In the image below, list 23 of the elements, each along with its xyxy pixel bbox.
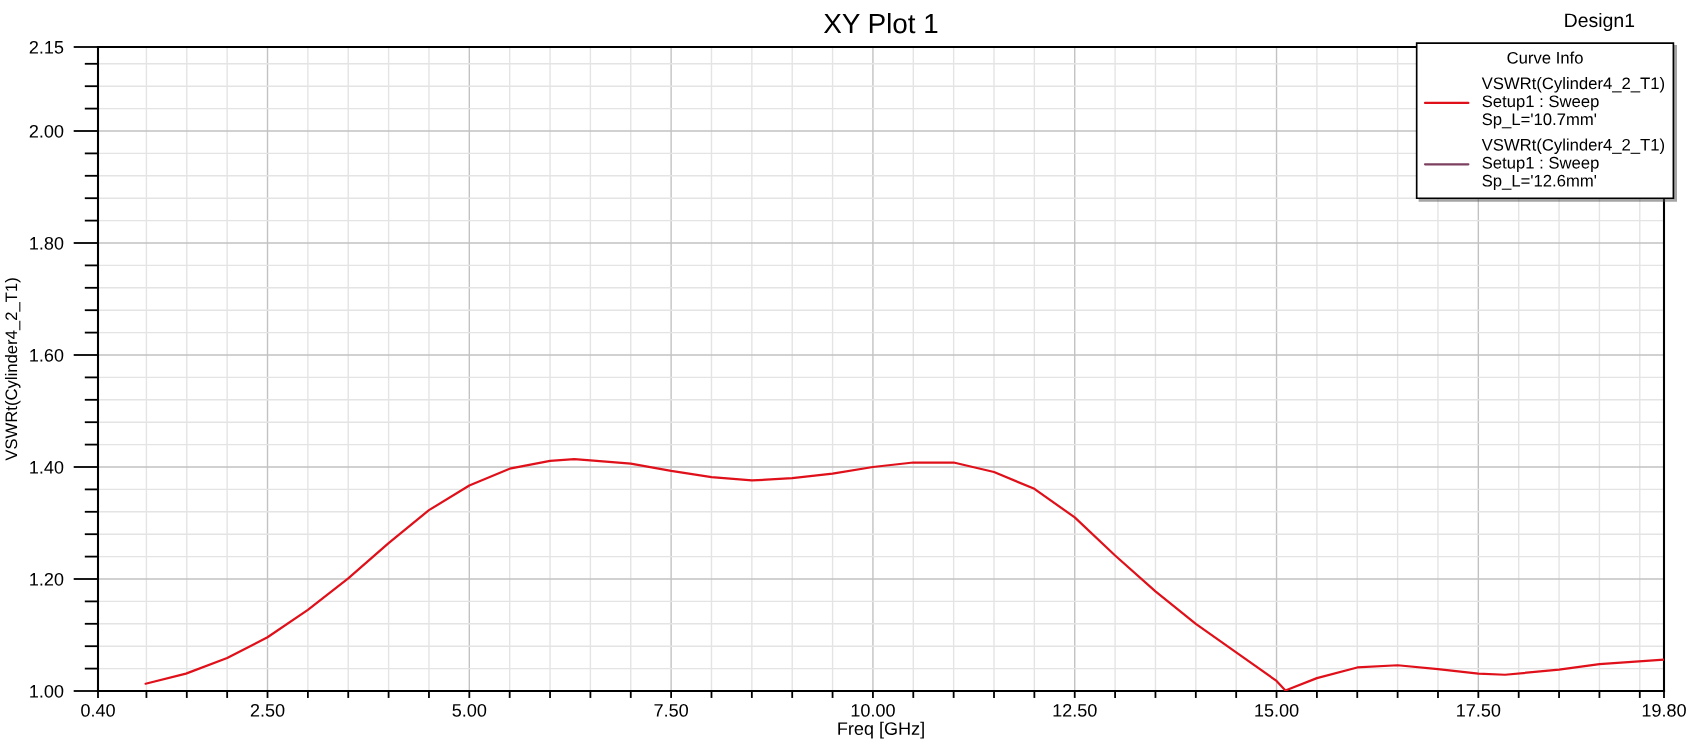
legend-label: VSWRt(Cylinder4_2_T1) Setup1 : Sweep Sp_L='10.7mm' [1481, 77, 1665, 129]
x-tick-label: 5.00 [452, 703, 487, 717]
x-tick-label: 12.50 [1053, 703, 1097, 717]
legend-label: VSWRt(Cylinder4_2_T1) Setup1 : Sweep Sp_L='12.6mm' [1481, 138, 1665, 190]
y-tick-label: 1.20 [30, 572, 64, 586]
text: Design1 [1565, 12, 1635, 32]
y-tick-label: 2.00 [29, 124, 64, 138]
y-tick-label: 1.80 [30, 236, 64, 250]
x-tick-label: 2.50 [250, 703, 285, 717]
x-tick-label: 15.00 [1255, 703, 1299, 717]
x-axis-title: Freq [GHz] [838, 721, 924, 739]
legend-title: Curve Info [1507, 51, 1583, 64]
x-tick-label: 10.00 [851, 703, 895, 717]
y-tick-label: 2.15 [29, 40, 64, 54]
chart-title: XY Plot 1 [823, 12, 938, 34]
x-tick-label: 7.50 [654, 703, 688, 717]
y-axis-title: VSWRt(Cylinder4_2_T1) [4, 278, 21, 461]
x-tick-label: 17.50 [1457, 703, 1501, 717]
x-tick-label: 19.80 [1642, 703, 1686, 717]
x-tick-label: 0.40 [81, 703, 115, 717]
y-tick-label: 1.00 [30, 684, 64, 698]
y-tick-label: 1.60 [30, 348, 64, 362]
y-tick-label: 1.40 [30, 460, 64, 474]
